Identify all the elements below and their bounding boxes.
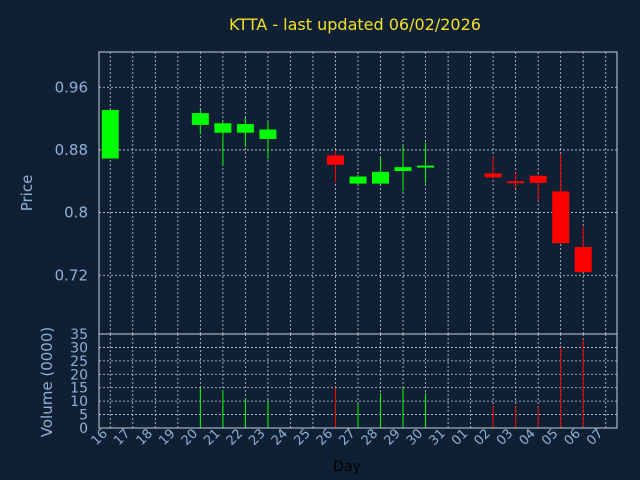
volume-tick-label: 30 — [70, 340, 88, 356]
candle-body — [417, 165, 435, 168]
price-axis-label: Price — [18, 175, 36, 212]
day-tick-label: 07 — [584, 426, 606, 448]
day-tick-label: 16 — [89, 426, 111, 448]
price-tick-label: 0.88 — [55, 141, 88, 159]
candle — [417, 142, 435, 184]
candle-body — [326, 155, 344, 165]
candle — [236, 117, 254, 147]
day-tick-label: 20 — [179, 426, 201, 448]
candle-body — [574, 247, 592, 273]
candle — [191, 109, 209, 135]
candle-body — [507, 181, 525, 184]
candle — [372, 156, 390, 185]
candle-body — [552, 191, 570, 244]
candle-body — [372, 171, 390, 184]
candle — [529, 174, 547, 201]
volume-tick-label: 25 — [70, 354, 88, 370]
day-tick-label: 21 — [201, 426, 223, 448]
day-tick-label: 04 — [517, 426, 539, 448]
price-tick-label: 0.8 — [64, 204, 88, 222]
x-axis-label: Day — [333, 459, 361, 475]
day-tick-label: 22 — [224, 426, 246, 448]
day-tick-label: 31 — [426, 426, 448, 448]
volume-tick-label: 10 — [70, 394, 88, 410]
candle-body — [236, 124, 254, 133]
candle-body — [191, 113, 209, 125]
day-tick-label: 30 — [404, 426, 426, 448]
candle — [326, 150, 344, 183]
candle-body — [214, 123, 232, 133]
day-tick-label: 01 — [449, 426, 471, 448]
candle-body — [101, 109, 119, 159]
day-tick-label: 25 — [291, 426, 313, 448]
candle-body — [484, 173, 502, 178]
price-grid — [99, 52, 617, 334]
candle — [574, 226, 592, 273]
day-tick-label: 18 — [134, 426, 156, 448]
volume-tick-label: 20 — [70, 367, 88, 383]
volume-tick-label: 15 — [70, 381, 88, 397]
candle — [259, 121, 277, 160]
day-tick-label: 06 — [562, 426, 584, 448]
day-tick-label: 23 — [246, 426, 268, 448]
candle-body — [394, 167, 412, 172]
candle — [349, 174, 367, 186]
candle — [394, 146, 412, 192]
candle-body — [259, 129, 277, 139]
volume-tick-label: 35 — [70, 327, 88, 343]
candle — [101, 109, 119, 159]
candle-body — [349, 176, 367, 184]
day-tick-label: 28 — [359, 426, 381, 448]
chart-title: KTTA - last updated 06/02/2026 — [229, 15, 481, 34]
volume-tick-label: 0 — [79, 421, 88, 437]
day-tick-label: 27 — [336, 426, 358, 448]
day-tick-label: 19 — [156, 426, 178, 448]
price-tick-labels: 0.96 0.88 0.8 0.72 — [55, 78, 88, 284]
candle — [214, 121, 232, 166]
candle — [484, 156, 502, 179]
day-tick-label: 26 — [314, 426, 336, 448]
day-tick-label: 02 — [472, 426, 494, 448]
day-tick-label: 29 — [381, 426, 403, 448]
day-tick-label: 17 — [111, 426, 133, 448]
day-tick-label: 05 — [539, 426, 561, 448]
day-tick-label: 24 — [269, 426, 291, 448]
price-tick-label: 0.96 — [55, 78, 88, 96]
candlesticks — [101, 109, 592, 273]
candle-body — [529, 175, 547, 183]
price-tick-label: 0.72 — [55, 266, 88, 284]
volume-panel-frame — [98, 333, 618, 429]
day-tick-label: 03 — [494, 426, 516, 448]
volume-bars — [199, 339, 584, 428]
candle — [507, 172, 525, 189]
volume-tick-label: 5 — [79, 408, 88, 424]
volume-axis-label: Volume (0000) — [38, 327, 56, 437]
day-tick-labels: 16 17 18 19 20 21 22 23 24 25 26 27 28 29 30 31 01 02 03 04… — [89, 426, 607, 448]
candle — [552, 153, 570, 244]
